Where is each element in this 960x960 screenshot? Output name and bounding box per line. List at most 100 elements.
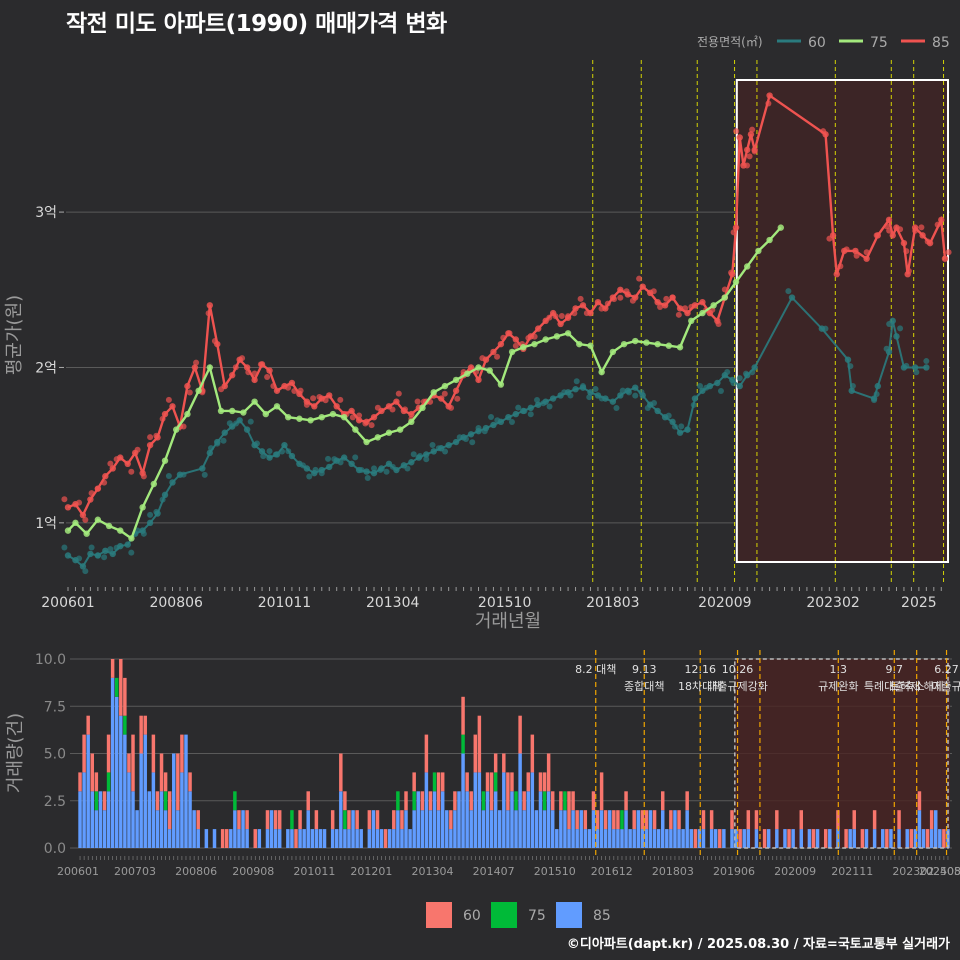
bar-60 xyxy=(571,791,575,811)
series-point-60 xyxy=(847,363,854,370)
bar-85 xyxy=(428,810,433,848)
series-point-60 xyxy=(410,451,417,458)
bar-85 xyxy=(673,810,677,848)
series-point-60 xyxy=(844,356,852,363)
bar-60 xyxy=(123,677,127,716)
series-point-85 xyxy=(746,153,753,160)
series-point-60 xyxy=(743,370,750,377)
series-point-85 xyxy=(594,299,602,306)
series-point-60 xyxy=(363,468,370,475)
bar-85 xyxy=(273,829,278,848)
bottom-y-tick-label: 5.0 xyxy=(44,747,66,763)
series-point-75 xyxy=(318,413,325,421)
series-point-85 xyxy=(565,313,572,320)
bottom-x-tick-label: 202405 xyxy=(919,865,960,878)
series-point-75 xyxy=(710,302,717,309)
bar-75 xyxy=(563,791,567,811)
series-point-85 xyxy=(604,300,611,307)
policy-label-5: 특례대출축소 xyxy=(864,680,925,693)
series-point-85 xyxy=(218,386,225,393)
bar-85 xyxy=(746,829,751,848)
bottom-y-tick-label: 7.5 xyxy=(44,699,66,715)
series-point-85 xyxy=(552,313,559,320)
series-point-85 xyxy=(650,288,657,295)
series-point-85 xyxy=(837,263,844,270)
bar-85 xyxy=(432,791,437,848)
series-point-85 xyxy=(333,403,340,410)
bar-60 xyxy=(567,791,571,830)
bar-85 xyxy=(86,734,90,848)
series-point-60 xyxy=(913,369,920,376)
bar-85 xyxy=(473,772,478,848)
bar-85 xyxy=(697,829,702,848)
bar-60 xyxy=(151,734,156,773)
series-point-85 xyxy=(285,384,292,391)
series-point-85 xyxy=(245,369,252,376)
bar-60 xyxy=(245,810,249,830)
series-point-85 xyxy=(924,238,931,245)
series-point-60 xyxy=(201,471,208,478)
series-point-60 xyxy=(691,395,699,402)
bar-60 xyxy=(823,829,828,848)
bar-85 xyxy=(212,829,217,848)
bar-85 xyxy=(526,791,530,848)
bar-60 xyxy=(294,829,298,848)
bar-60 xyxy=(530,734,535,773)
bar-75 xyxy=(620,810,624,830)
top-y-axis: 1억 2억 3억 xyxy=(35,205,64,532)
bar-60 xyxy=(453,791,457,811)
series-point-85 xyxy=(886,227,893,234)
bar-60 xyxy=(872,810,877,830)
bar-85 xyxy=(322,829,327,848)
bar-85 xyxy=(713,829,718,848)
bottom-x-tick-label: 201201 xyxy=(350,865,392,878)
bar-60 xyxy=(485,772,490,792)
series-point-60 xyxy=(625,389,632,396)
series-point-85 xyxy=(863,249,870,256)
bar-85 xyxy=(905,829,909,848)
bar-85 xyxy=(677,829,681,848)
bar-85 xyxy=(196,829,200,848)
series-point-60 xyxy=(573,378,580,385)
top-x-tick-label: 200601 xyxy=(41,595,94,611)
series-point-85 xyxy=(938,216,945,224)
bar-85 xyxy=(106,791,111,848)
bar-60 xyxy=(343,791,347,811)
bar-60 xyxy=(473,734,478,773)
bar-60 xyxy=(546,753,551,792)
legend-title: 전용면적(㎡) xyxy=(697,35,763,49)
bar-60 xyxy=(159,753,164,792)
bar-85 xyxy=(534,810,539,848)
bar-85 xyxy=(538,791,543,848)
series-point-85 xyxy=(676,305,684,312)
series-point-85 xyxy=(663,295,670,302)
series-point-85 xyxy=(479,355,486,362)
series-point-75 xyxy=(94,516,102,523)
series-point-75 xyxy=(184,410,191,418)
series-point-60 xyxy=(442,448,449,455)
series-point-75 xyxy=(564,330,572,337)
policy-label-3: 10.26 xyxy=(722,663,754,676)
series-point-60 xyxy=(671,423,678,430)
series-point-75 xyxy=(643,339,650,346)
bar-85 xyxy=(310,829,315,848)
series-point-60 xyxy=(849,382,856,389)
bar-85 xyxy=(139,753,143,848)
top-x-tick-label: 201304 xyxy=(366,595,420,611)
series-point-60 xyxy=(109,550,116,558)
policy-label-5: 9.7 xyxy=(886,663,904,676)
series-point-75 xyxy=(352,426,359,433)
top-y-tick-label: 1억 xyxy=(35,516,57,532)
series-point-85 xyxy=(905,268,912,275)
bar-60 xyxy=(224,829,229,848)
bar-85 xyxy=(298,829,302,848)
series-point-85 xyxy=(326,392,333,399)
series-point-85 xyxy=(448,404,455,411)
bar-60 xyxy=(640,810,645,830)
bar-60 xyxy=(644,810,649,830)
bottom-x-tick-label: 200908 xyxy=(232,865,274,878)
bar-85 xyxy=(449,829,453,848)
series-point-85 xyxy=(322,397,329,404)
series-point-60 xyxy=(206,449,214,457)
bar-60 xyxy=(383,829,388,848)
